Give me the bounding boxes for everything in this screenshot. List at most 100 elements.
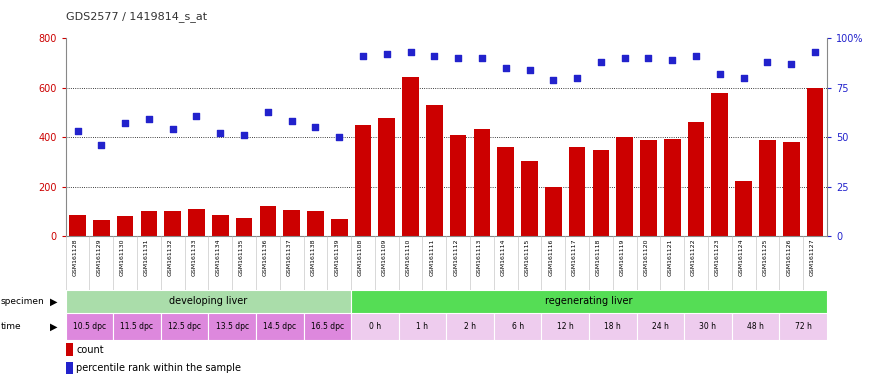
Text: GSM161123: GSM161123 (715, 239, 720, 276)
Bar (542, 313, 589, 340)
Bar (354, 125, 371, 236)
Text: GSM161136: GSM161136 (262, 239, 268, 276)
Bar (260, 207, 276, 236)
Point (94, 142, 108, 148)
Text: GSM161110: GSM161110 (406, 239, 410, 276)
Text: GSM161117: GSM161117 (572, 239, 578, 276)
Bar (732, 313, 780, 340)
Text: GSM161109: GSM161109 (382, 239, 387, 276)
Bar (711, 93, 728, 236)
Text: GSM161139: GSM161139 (334, 239, 340, 276)
Point (737, 75, 751, 81)
Text: 24 h: 24 h (652, 322, 668, 331)
Point (499, 65, 513, 71)
Text: GSM161128: GSM161128 (73, 239, 78, 276)
Bar (497, 147, 514, 236)
Text: 12 h: 12 h (556, 322, 574, 331)
Text: count: count (76, 345, 104, 355)
Point (237, 132, 251, 138)
Bar (493, 313, 542, 340)
Bar (351, 290, 827, 313)
Bar (760, 140, 776, 236)
Text: GSM161137: GSM161137 (287, 239, 291, 276)
Point (618, 55, 632, 61)
Point (71, 128, 85, 134)
Text: GSM161131: GSM161131 (144, 239, 149, 276)
Bar (116, 217, 133, 236)
Bar (256, 313, 304, 340)
Text: GSM161135: GSM161135 (239, 239, 244, 276)
Bar (66, 362, 74, 374)
Text: 0 h: 0 h (369, 322, 381, 331)
Text: 13.5 dpc: 13.5 dpc (215, 322, 248, 331)
Text: percentile rank within the sample: percentile rank within the sample (76, 363, 242, 373)
Text: ▶: ▶ (50, 296, 58, 306)
Point (214, 130, 228, 136)
Bar (141, 212, 158, 236)
Point (308, 124, 322, 131)
Bar (473, 129, 490, 236)
Text: 16.5 dpc: 16.5 dpc (311, 322, 344, 331)
Bar (402, 77, 419, 236)
Text: GSM161111: GSM161111 (430, 239, 434, 276)
Text: GSM161115: GSM161115 (524, 239, 529, 276)
Text: 6 h: 6 h (512, 322, 523, 331)
Text: GSM161134: GSM161134 (215, 239, 220, 276)
Bar (161, 313, 208, 340)
Bar (69, 215, 86, 236)
Bar (589, 313, 637, 340)
Bar (284, 210, 300, 236)
Point (522, 67, 536, 73)
Point (475, 55, 489, 61)
Text: GSM161125: GSM161125 (762, 239, 767, 276)
Point (570, 75, 584, 81)
Bar (399, 313, 446, 340)
Text: 48 h: 48 h (747, 322, 764, 331)
Text: 72 h: 72 h (794, 322, 811, 331)
Text: 10.5 dpc: 10.5 dpc (73, 322, 106, 331)
Bar (113, 313, 161, 340)
Bar (450, 135, 466, 236)
Point (190, 113, 204, 119)
Bar (188, 209, 205, 236)
Bar (735, 180, 752, 236)
Text: GSM161122: GSM161122 (691, 239, 696, 276)
Text: GSM161124: GSM161124 (738, 239, 744, 276)
Bar (426, 105, 443, 236)
Bar (66, 290, 351, 313)
Bar (351, 313, 399, 340)
Point (760, 59, 774, 65)
Bar (640, 140, 657, 236)
Text: GSM161120: GSM161120 (643, 239, 648, 276)
Text: GSM161119: GSM161119 (620, 239, 625, 276)
Point (546, 77, 560, 83)
Text: 30 h: 30 h (699, 322, 717, 331)
Point (403, 49, 417, 55)
Text: GSM161129: GSM161129 (96, 239, 102, 276)
Bar (637, 313, 684, 340)
Point (284, 118, 298, 124)
Bar (307, 212, 324, 236)
Point (142, 116, 156, 122)
Bar (304, 313, 351, 340)
Point (713, 71, 727, 77)
Text: 11.5 dpc: 11.5 dpc (121, 322, 153, 331)
Bar (616, 137, 633, 236)
Point (427, 53, 441, 59)
Text: GSM161113: GSM161113 (477, 239, 482, 276)
Bar (212, 215, 228, 236)
Text: 2 h: 2 h (464, 322, 476, 331)
Text: GSM161121: GSM161121 (668, 239, 672, 276)
Bar (93, 220, 109, 236)
Text: GSM161127: GSM161127 (810, 239, 815, 276)
Text: GSM161116: GSM161116 (549, 239, 553, 276)
Text: 14.5 dpc: 14.5 dpc (263, 322, 297, 331)
Text: GSM161126: GSM161126 (787, 239, 791, 276)
Point (784, 61, 798, 67)
Text: GSM161114: GSM161114 (500, 239, 506, 276)
Text: GSM161132: GSM161132 (168, 239, 172, 276)
Bar (684, 313, 732, 340)
Bar (664, 139, 681, 236)
Text: GSM161112: GSM161112 (453, 239, 458, 276)
Point (261, 109, 275, 115)
